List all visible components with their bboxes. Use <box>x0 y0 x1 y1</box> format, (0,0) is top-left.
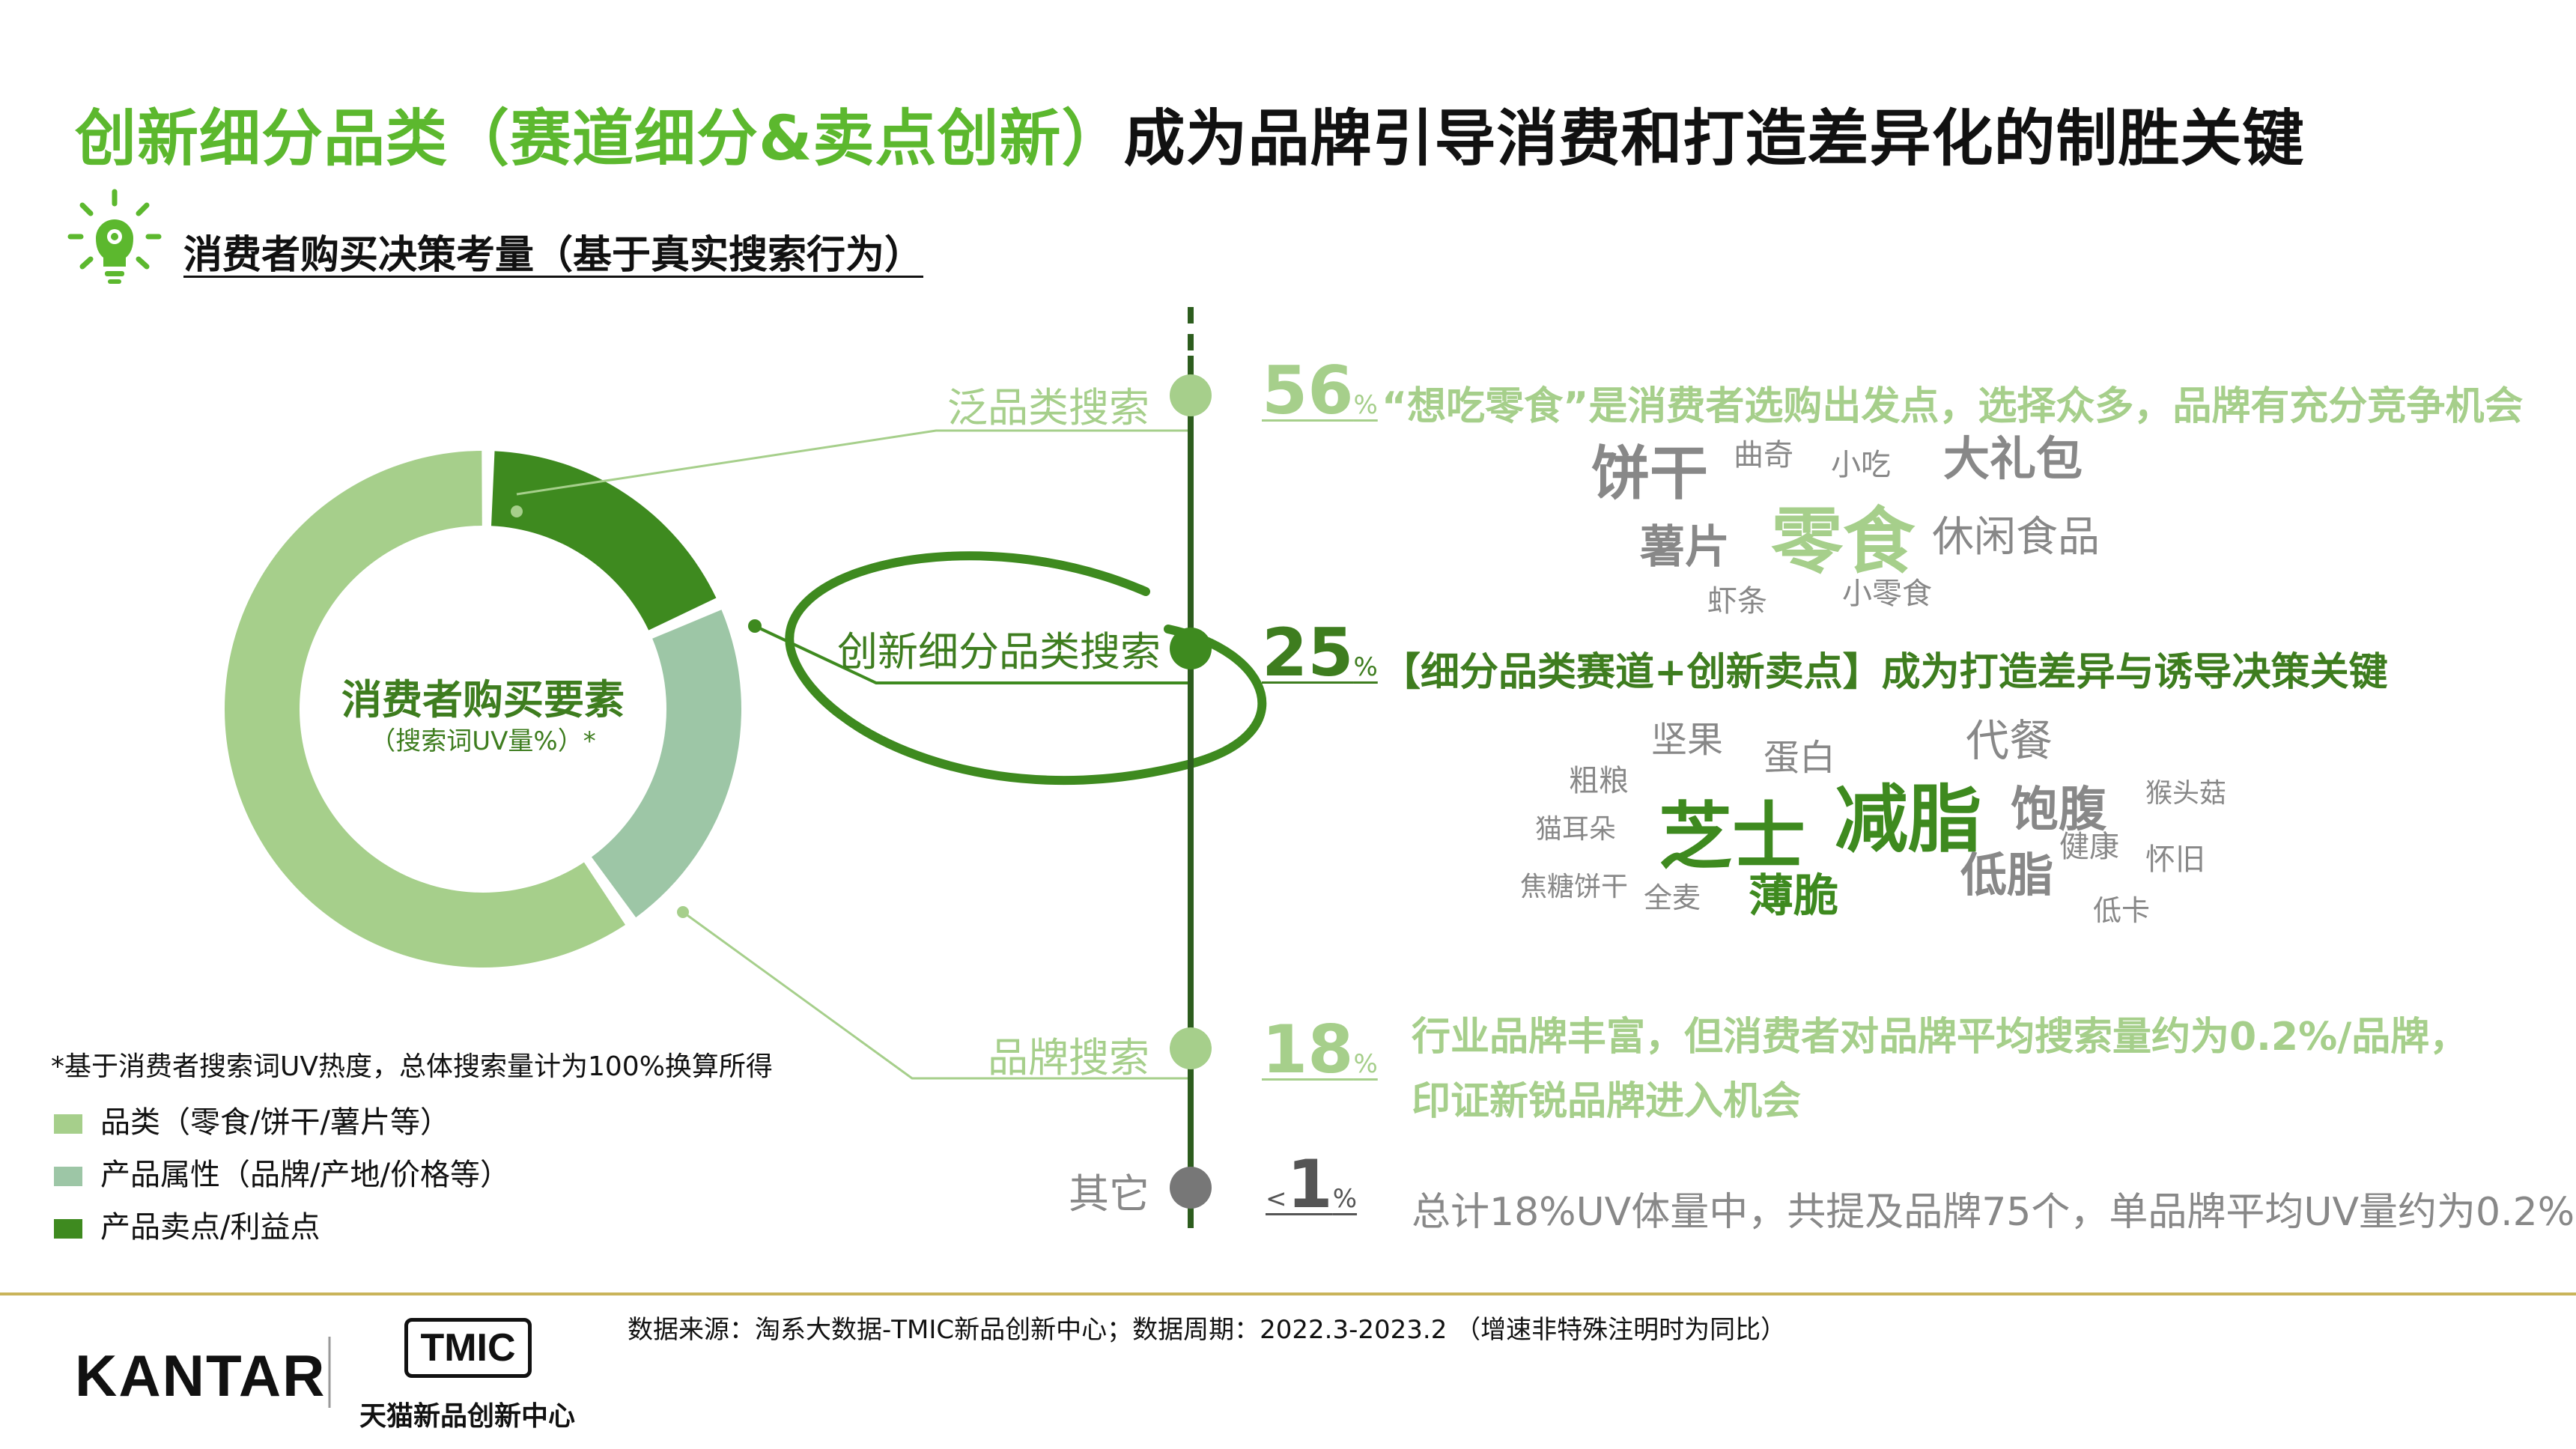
section-subtitle: 消费者购买决策考量（基于真实搜索行为） <box>183 233 924 278</box>
tmic-logo: TMIC <box>404 1318 532 1378</box>
lightbulb-gear-icon <box>67 189 162 284</box>
cloud2-word: 芝士 <box>1659 795 1806 880</box>
donut-center-title: 消费者购买要素 <box>341 676 625 723</box>
legend-swatch <box>54 1167 82 1186</box>
cloud2-word: 坚果 <box>1651 719 1724 761</box>
desc-generic: “想吃零食”是消费者选购出发点，选择众多，品牌有充分竞争机会 <box>1382 384 2524 429</box>
timeline-dot-innovation <box>1170 628 1212 669</box>
cloud1-word: 小吃 <box>1831 448 1891 482</box>
kantar-logo: KANTAR <box>75 1343 326 1409</box>
cloud2-word: 全麦 <box>1644 881 1701 914</box>
donut-slice <box>491 451 717 631</box>
connector-dot-generic <box>511 505 523 517</box>
pct-generic: 56% <box>1262 352 1378 429</box>
cloud1-word: 零食 <box>1771 499 1915 583</box>
timeline-dot-other <box>1170 1167 1212 1209</box>
highlight-ellipse <box>785 551 1267 786</box>
connector-dot-brand <box>677 906 689 918</box>
donut-slice <box>591 610 742 918</box>
legend-swatch <box>54 1219 82 1239</box>
timeline-dot-brand <box>1170 1027 1212 1069</box>
footnote: *基于消费者搜索词UV热度，总体搜索量计为100%换算所得 <box>51 1051 773 1082</box>
label-other: 其它 <box>1069 1170 1149 1218</box>
cloud1-word: 曲奇 <box>1734 438 1793 473</box>
cloud2-word: 代餐 <box>1966 715 2053 766</box>
page-title: 创新细分品类（赛道细分&卖点创新）成为品牌引导消费和打造差异化的制胜关键 <box>75 88 2305 177</box>
cloud1-word: 休闲食品 <box>1932 513 2100 562</box>
cloud2-word: 低卡 <box>2093 894 2151 927</box>
desc-innovation: 【细分品类赛道+创新卖点】成为打造差异与诱导决策关键 <box>1382 650 2388 695</box>
cloud2-word: 薄脆 <box>1749 870 1838 923</box>
cloud1-word: 大礼包 <box>1943 431 2083 486</box>
cloud2-word: 饱腹 <box>2011 783 2106 838</box>
cloud1-word: 饼干 <box>1591 440 1709 508</box>
legend-item-attribute: 产品属性（品牌/产地/价格等） <box>54 1150 510 1194</box>
legend-item-benefit: 产品卖点/利益点 <box>54 1203 320 1246</box>
connector-innovation <box>754 625 1191 684</box>
label-innovation-search: 创新细分品类搜索 <box>837 628 1161 675</box>
cloud2-word: 猫耳朵 <box>1535 814 1617 845</box>
donut-center-subtitle: （搜索词UV量%）* <box>370 726 596 756</box>
title-black: 成为品牌引导消费和打造差异化的制胜关键 <box>1123 103 2305 174</box>
cloud2-word: 减脂 <box>1835 777 1982 863</box>
desc-other: 总计18%UV体量中，共提及品牌75个，单品牌平均UV量约为0.2% <box>1412 1190 2575 1235</box>
cloud2-word: 健康 <box>2059 830 2119 864</box>
cloud2-word: 蛋白 <box>1764 737 1836 779</box>
data-source: 数据来源：淘系大数据-TMIC新品创新中心；数据周期：2022.3-2023.2… <box>628 1315 1787 1345</box>
tmic-logo-subtitle: 天猫新品创新中心 <box>359 1401 576 1432</box>
label-brand-search: 品牌搜索 <box>988 1034 1149 1081</box>
cloud1-word: 小零食 <box>1842 577 1932 611</box>
timeline-dot-generic <box>1170 374 1212 416</box>
pct-innovation: 25% <box>1262 614 1378 691</box>
cloud1-word: 薯片 <box>1640 521 1730 574</box>
pct-other: <1% <box>1266 1146 1358 1223</box>
desc-brand-line1: 行业品牌丰富，但消费者对品牌平均搜索量约为0.2%/品牌， <box>1412 1015 2469 1060</box>
title-green: 创新细分品类（赛道细分&卖点创新） <box>75 103 1124 174</box>
cloud1-word: 虾条 <box>1707 584 1767 619</box>
connector-generic <box>516 429 1191 496</box>
cloud2-word: 猴头菇 <box>2145 778 2227 809</box>
legend-swatch <box>54 1114 82 1134</box>
donut-slice <box>224 451 626 968</box>
legend-item-category: 品类（零食/饼干/薯片等） <box>54 1098 450 1141</box>
cloud2-word: 低脂 <box>1960 848 2054 902</box>
cloud2-word: 粗粮 <box>1569 764 1629 798</box>
pct-brand: 18% <box>1262 1011 1378 1088</box>
desc-brand-line2: 印证新锐品牌进入机会 <box>1412 1079 1802 1124</box>
cloud2-word: 怀旧 <box>2145 842 2205 877</box>
label-generic-search: 泛品类搜索 <box>947 384 1149 431</box>
cloud2-word: 焦糖饼干 <box>1520 872 1629 902</box>
connector-brand <box>682 911 1191 1080</box>
